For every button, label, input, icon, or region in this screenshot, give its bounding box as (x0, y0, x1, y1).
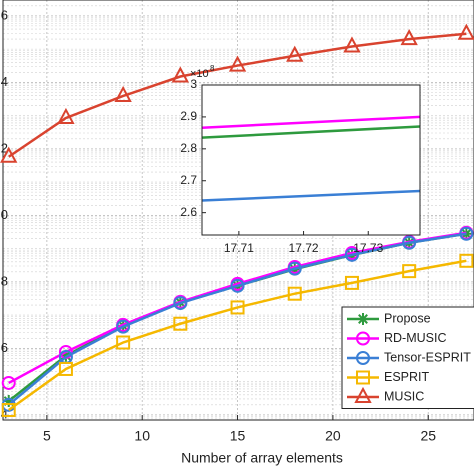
y-tick-label: 2.6 (180, 205, 197, 219)
marker (354, 386, 372, 403)
marker (343, 36, 361, 53)
marker (356, 331, 370, 346)
y-tick-label: 2.8 (180, 141, 197, 155)
marker (1, 402, 16, 417)
marker (344, 275, 359, 290)
series-line (7, 259, 467, 412)
inset-line (201, 115, 421, 130)
legend-label: Tensor-ESPRIT (384, 350, 471, 364)
legend-label: ESPRIT (384, 370, 430, 384)
marker (116, 335, 131, 350)
marker (402, 235, 417, 250)
y-tick-label: 4 (1, 406, 8, 421)
marker (2, 395, 15, 408)
y-tick-label: 8 (1, 273, 8, 288)
marker (402, 264, 417, 279)
marker (171, 66, 190, 83)
y-tick-label: 3 (190, 77, 197, 91)
marker (400, 28, 418, 46)
marker (230, 278, 245, 293)
marker (287, 261, 302, 276)
marker (357, 313, 369, 325)
x-tick-label: 17.71 (224, 241, 254, 255)
marker (344, 247, 359, 262)
x-tick-label: 10 (134, 428, 150, 444)
y-tick-label: 4 (1, 74, 8, 89)
y-tick-label: 6 (1, 340, 8, 355)
marker (457, 23, 474, 40)
marker (287, 286, 302, 301)
marker (356, 351, 370, 365)
y-tick-label: 0 (1, 207, 8, 222)
legend-label: RD-MUSIC (384, 331, 447, 345)
inset-multiplier: ×10 (190, 68, 209, 80)
marker (1, 375, 16, 390)
x-axis-label: Number of array elements (181, 450, 343, 466)
marker (114, 85, 132, 102)
plot-frame (2, 0, 474, 421)
marker (459, 253, 474, 268)
y-tick-label: 2.9 (180, 109, 197, 123)
marker (0, 146, 18, 163)
x-tick-label: 15 (230, 428, 246, 444)
marker (173, 296, 188, 311)
marker (356, 370, 370, 385)
inset-background (202, 85, 420, 235)
inset-multiplier-exponent: 8 (210, 64, 215, 73)
marker (459, 226, 474, 241)
marker (58, 361, 73, 376)
x-tick-label: 25 (420, 428, 436, 444)
y-tick-label: 6 (1, 7, 8, 22)
legend-label: Propose (384, 311, 431, 325)
inset-line (201, 125, 421, 139)
series-line (8, 32, 467, 158)
inset-line (201, 189, 421, 202)
y-tick-label: 2 (1, 140, 8, 155)
marker (230, 300, 245, 315)
legend-label: MUSIC (384, 389, 424, 403)
series-line (7, 232, 467, 406)
x-tick-label: 17.73 (353, 241, 383, 255)
marker (286, 45, 304, 62)
marker (173, 316, 188, 331)
marker (116, 319, 131, 334)
marker (57, 107, 75, 124)
x-tick-label: 5 (43, 428, 51, 444)
marker (228, 55, 247, 72)
x-tick-label: 20 (325, 428, 341, 444)
inset-frame (201, 84, 421, 236)
y-tick-label: 2.7 (180, 173, 197, 187)
x-tick-label: 17.72 (289, 241, 319, 255)
